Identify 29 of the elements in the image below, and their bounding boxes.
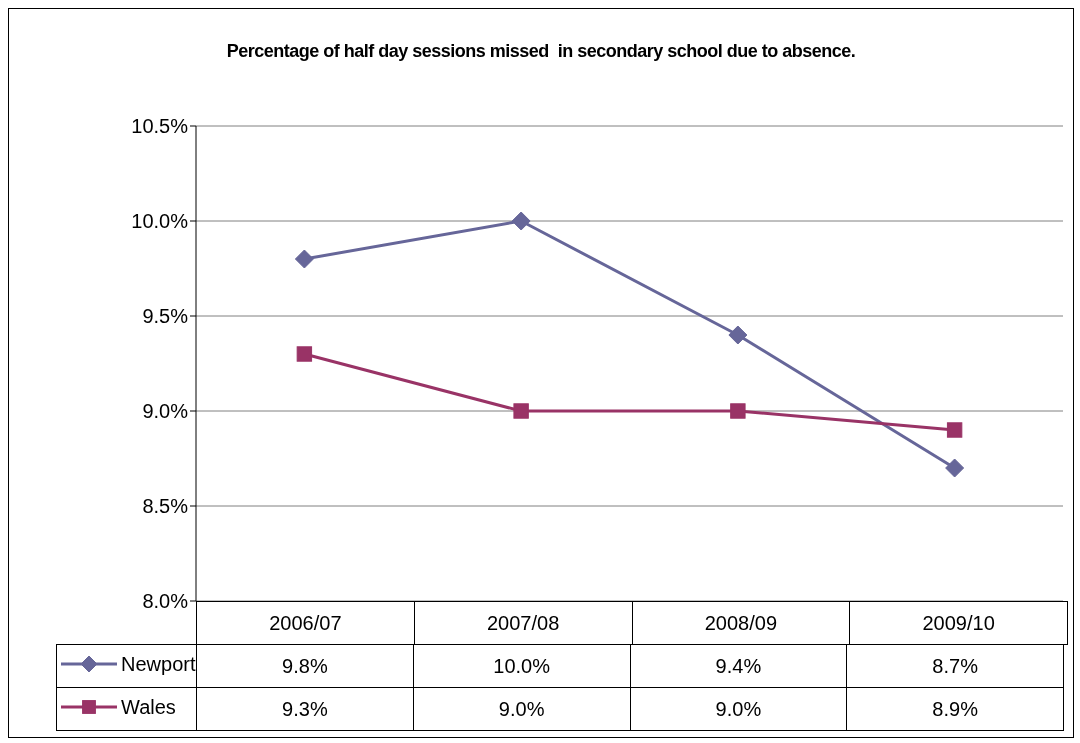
x-tick-label: 2008/09 — [632, 601, 850, 645]
point — [296, 346, 313, 362]
point — [294, 249, 314, 269]
legend-label: Newport — [121, 652, 196, 676]
point — [728, 325, 748, 345]
data-label: 9.0% — [630, 687, 847, 731]
point — [511, 211, 531, 231]
point — [946, 422, 963, 438]
data-label: 9.4% — [630, 644, 847, 688]
data-label: 8.7% — [846, 644, 1064, 688]
y-tick-label: 10.0% — [131, 210, 189, 233]
point — [945, 458, 965, 478]
data-label: 8.9% — [846, 687, 1064, 731]
y-tick-label: 9.0% — [142, 400, 189, 423]
x-tick-label: 2006/07 — [196, 601, 415, 645]
x-tick-label: 2007/08 — [414, 601, 632, 645]
point — [730, 403, 746, 419]
data-label: 10.0% — [413, 644, 630, 688]
x-tick-label: 2009/10 — [849, 601, 1068, 645]
y-tick-label: 8.0% — [142, 590, 189, 613]
data-label: 9.3% — [196, 687, 414, 731]
data-label: 9.0% — [413, 687, 630, 731]
legend-label: Wales — [121, 695, 176, 719]
data-label: 9.8% — [196, 644, 414, 688]
point — [513, 403, 529, 419]
y-tick-label: 10.5% — [131, 115, 189, 138]
chart-title: Percentage of half day sessions missed in secondary school due to absence. — [225, 41, 857, 62]
y-tick-label: 8.5% — [142, 495, 189, 518]
y-tick-label: 9.5% — [142, 305, 189, 328]
